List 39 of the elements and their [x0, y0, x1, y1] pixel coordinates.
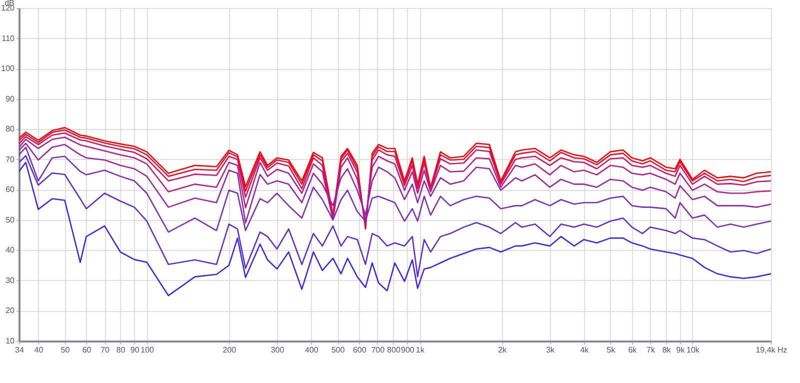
x-tick-label: 60	[82, 346, 92, 354]
x-tick-label: 34	[15, 346, 24, 354]
x-tick-label: 500	[331, 346, 346, 354]
x-tick-label: 700	[371, 346, 386, 354]
x-tick-label: 7k	[646, 346, 656, 354]
y-tick-label: 40	[6, 246, 16, 255]
x-tick-label: 80	[116, 346, 126, 354]
x-tick-label: 70	[100, 346, 110, 354]
x-tick-label: 90	[130, 346, 140, 354]
y-tick-label: 20	[6, 306, 16, 316]
x-tick-label: 19,4k Hz	[756, 346, 788, 354]
y-tick-label: 110	[2, 34, 16, 43]
x-tick-label: 600	[352, 346, 367, 354]
x-tick-label: 400	[304, 346, 319, 354]
y-tick-label: 60	[6, 185, 16, 194]
y-tick-label: 50	[6, 215, 16, 224]
x-tick-label: 10k	[686, 346, 700, 354]
y-tick-label: 70	[6, 154, 16, 164]
y-tick-label: 120	[1, 4, 16, 12]
x-tick-label: 1k	[416, 346, 426, 354]
x-tick-label: 800	[387, 346, 401, 354]
y-tick-label: 90	[6, 94, 16, 104]
x-tick-label: 3k	[546, 346, 556, 354]
x-tick-label: 100	[140, 346, 155, 354]
x-tick-label: 900	[400, 346, 415, 354]
x-tick-label: 4k	[580, 346, 590, 354]
x-tick-label: 8k	[662, 346, 672, 354]
y-tick-label: 30	[6, 276, 16, 285]
x-tick-label: 9k	[676, 346, 686, 354]
x-tick-label: 2k	[498, 346, 508, 354]
x-tick-label: 300	[270, 346, 285, 354]
x-tick-label: 5k	[606, 346, 616, 354]
x-tick-label: 40	[34, 346, 44, 354]
y-tick-label: 100	[1, 64, 16, 74]
x-tick-label: 200	[222, 346, 237, 354]
x-tick-label: 6k	[628, 346, 638, 354]
x-tick-label: 50	[60, 346, 70, 354]
y-tick-label: 10	[6, 336, 16, 346]
y-tick-label: 80	[6, 124, 16, 134]
